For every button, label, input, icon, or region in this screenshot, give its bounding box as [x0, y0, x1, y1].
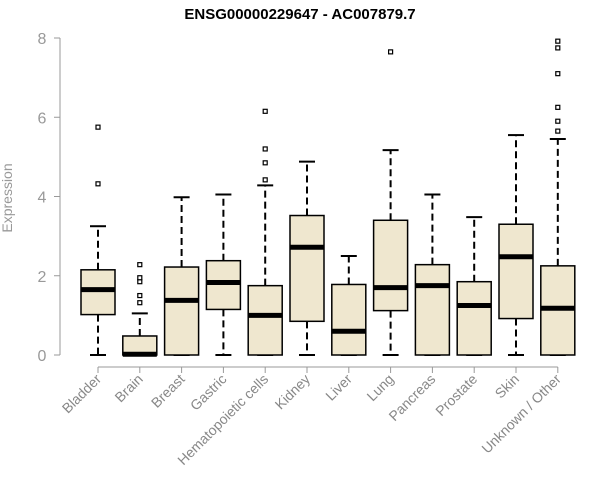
- x-tick-label: Breast: [148, 371, 188, 411]
- y-tick-label: 4: [38, 190, 47, 207]
- x-tick-label: Brain: [111, 371, 145, 405]
- box-skin: [498, 134, 534, 356]
- box-body: [372, 219, 409, 312]
- x-tick-label: Skin: [492, 371, 523, 402]
- y-axis-label: Expression: [0, 163, 15, 232]
- x-tick-label: Kidney: [272, 371, 314, 413]
- y-tick-label: 0: [38, 348, 47, 365]
- box-bladder: [80, 124, 116, 356]
- x-tick-label: Bladder: [59, 371, 105, 417]
- box-body: [289, 214, 325, 323]
- chart-title: ENSG00000229647 - AC007879.7: [184, 6, 416, 23]
- box-kidney: [289, 160, 325, 356]
- box-liver: [331, 254, 367, 356]
- x-tick-label: Lung: [363, 371, 396, 404]
- outlier-point: [262, 160, 268, 166]
- box-lung: [372, 49, 409, 356]
- outlier-point: [262, 108, 268, 114]
- box-breast: [163, 196, 200, 356]
- outlier-point: [555, 104, 561, 110]
- box-gastric: [205, 193, 242, 356]
- outlier-point: [555, 128, 561, 134]
- outlier-point: [137, 300, 143, 306]
- box-prostate: [456, 216, 492, 356]
- outlier-point: [137, 275, 143, 281]
- outlier-point: [262, 177, 268, 183]
- box-unknown-other: [540, 38, 576, 356]
- outlier-point: [137, 292, 143, 299]
- outlier-point: [262, 146, 268, 152]
- box-pancreas: [414, 193, 451, 356]
- outlier-point: [555, 45, 561, 51]
- box-brain: [122, 262, 158, 357]
- x-tick-label: Prostate: [432, 371, 480, 419]
- outlier-point: [95, 181, 101, 187]
- y-tick-label: 6: [38, 110, 47, 127]
- box-body: [414, 263, 451, 356]
- outlier-point: [388, 49, 394, 55]
- outlier-point: [555, 71, 561, 77]
- outlier-point: [555, 118, 561, 124]
- box-body: [456, 280, 492, 356]
- outlier-point: [137, 262, 143, 268]
- box-hematopoietic-cells: [247, 108, 283, 356]
- x-tick-label: Unknown / Other: [478, 371, 564, 457]
- y-tick-label: 8: [38, 31, 47, 48]
- outlier-point: [555, 38, 561, 44]
- y-tick-label: 2: [38, 269, 47, 286]
- outlier-point: [95, 124, 101, 130]
- box-body: [331, 283, 367, 356]
- box-body: [163, 266, 200, 356]
- boxes-layer: [80, 38, 576, 357]
- x-tick-label: Liver: [322, 371, 355, 404]
- box-body: [247, 284, 283, 356]
- box-body: [205, 259, 242, 311]
- box-body: [80, 269, 116, 316]
- box-body: [498, 223, 534, 320]
- y-axis: 0 2 4 6 8: [38, 31, 61, 365]
